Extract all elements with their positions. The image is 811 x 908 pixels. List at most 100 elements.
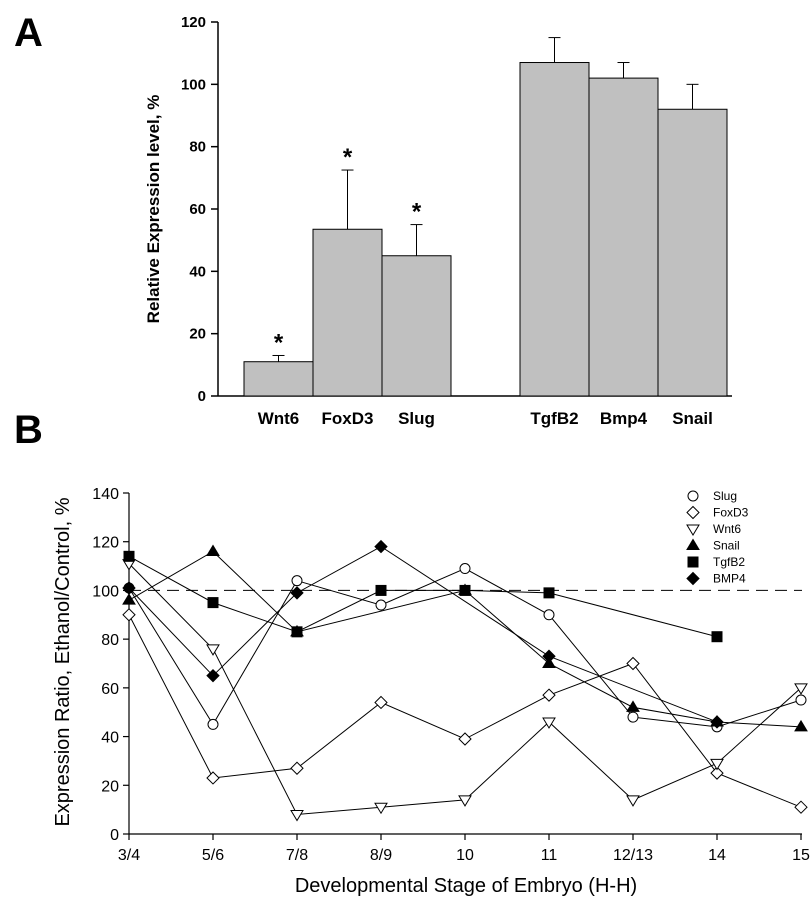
legend: Slug FoxD3 Wnt6 Snail TgfB2 BMP4 (686, 489, 749, 586)
y-tick-label: 140 (92, 486, 119, 503)
point-foxd3-11 (542, 688, 556, 702)
legend-label-tgfb2: TgfB2 (713, 555, 745, 569)
x-tick-label: 8/9 (370, 847, 392, 864)
y-tick-label: 100 (181, 76, 206, 93)
y-tick-label: 20 (101, 778, 119, 795)
point-bmp4-8-9 (374, 539, 388, 554)
legend-label-foxd3: FoxD3 (713, 506, 749, 520)
legend-marker-wnt6 (686, 524, 700, 536)
point-tgfb2-3-4 (123, 550, 135, 562)
category-label-tgfb2: TgfB2 (530, 409, 578, 428)
point-bmp4-5-6 (206, 668, 220, 683)
panel-a-letter: A (14, 11, 43, 55)
legend-marker-snail (686, 538, 700, 550)
point-foxd3-8-9 (374, 695, 388, 710)
bar-snail (657, 108, 728, 397)
category-label-bmp4: Bmp4 (600, 409, 648, 428)
panel-b-letter: B (14, 408, 43, 452)
y-tick-label: 80 (189, 139, 206, 156)
y-tick-label: 40 (101, 730, 119, 747)
panel-a: A 0 20 40 60 80 100 120 * * * Wnt6 FoxD3 Slug TgfB2… (14, 11, 732, 428)
point-slug-8-9 (375, 599, 387, 611)
point-wnt6-10 (458, 795, 472, 807)
category-label-snail: Snail (672, 409, 713, 428)
bar-foxd3 (312, 228, 383, 397)
point-snail-3-4 (122, 593, 136, 605)
point-tgfb2-7-8 (291, 626, 303, 638)
legend-label-slug: Slug (713, 489, 737, 503)
point-slug-11 (543, 609, 555, 621)
x-tick-label: 15 (792, 847, 810, 864)
y-tick-label: 100 (92, 583, 119, 600)
point-foxd3-5-6 (206, 771, 220, 785)
point-tgfb2-8-9 (375, 584, 387, 596)
point-snail-5-6 (206, 544, 220, 556)
legend-label-snail: Snail (713, 539, 740, 553)
bar-wnt6 (243, 361, 314, 397)
bar-bmp4 (588, 77, 659, 397)
panel-a-bars: * * * (243, 37, 728, 397)
x-tick-label: 5/6 (202, 847, 224, 864)
point-tgfb2-10 (459, 584, 471, 596)
point-wnt6-15 (794, 683, 808, 695)
y-tick-label: 40 (189, 263, 206, 280)
point-wnt6-12-13 (626, 795, 640, 807)
significance-star-slug: * (412, 199, 422, 226)
legend-label-bmp4: BMP4 (713, 572, 746, 586)
category-label-foxd3: FoxD3 (322, 409, 374, 428)
x-tick-label: 7/8 (286, 847, 308, 864)
series-line-tgfb2 (128, 555, 718, 638)
point-snail-15 (794, 719, 808, 732)
panel-b-y-ticks: 0 20 40 60 80 100 120 140 (92, 486, 129, 844)
point-wnt6-8-9 (374, 802, 388, 815)
point-wnt6-7-8 (290, 810, 304, 822)
panel-a-categories: Wnt6 FoxD3 Slug TgfB2 Bmp4 Snail (258, 409, 713, 428)
bar-slug (381, 255, 452, 397)
point-wnt6-11 (542, 717, 556, 729)
point-foxd3-12-13 (626, 656, 640, 671)
point-foxd3-3-4 (122, 608, 136, 622)
y-tick-label: 0 (198, 388, 206, 405)
series-line-foxd3 (128, 614, 802, 808)
point-tgfb2-5-6 (207, 597, 219, 609)
point-foxd3-10 (458, 732, 472, 746)
point-snail-12-13 (626, 700, 640, 712)
series-line-bmp4 (128, 546, 718, 723)
legend-marker-slug (687, 490, 699, 502)
panel-b-x-axis-label: Developmental Stage of Embryo (H-H) (295, 875, 637, 897)
legend-label-wnt6: Wnt6 (713, 522, 741, 536)
point-slug-15 (795, 694, 807, 706)
panel-b-x-ticks: 3/4 5/6 7/8 8/9 10 11 12/13 14 15 (118, 834, 810, 864)
series-line-snail (128, 550, 802, 728)
point-foxd3-7-8 (290, 761, 304, 775)
category-label-slug: Slug (398, 409, 435, 428)
significance-star-wnt6: * (274, 329, 284, 356)
panel-a-y-ticks: 0 20 40 60 80 100 120 (181, 14, 218, 405)
panel-b-y-axis-label: Expression Ratio, Ethanol/Control, % (52, 497, 74, 826)
category-label-wnt6: Wnt6 (258, 409, 300, 428)
legend-marker-bmp4 (686, 571, 700, 586)
point-slug-5-6 (207, 718, 219, 730)
y-tick-label: 60 (101, 681, 119, 698)
y-tick-label: 0 (110, 827, 119, 844)
legend-marker-foxd3 (686, 505, 700, 520)
significance-star-foxd3: * (343, 144, 353, 171)
point-bmp4-11 (542, 649, 556, 663)
point-bmp4-3-4 (122, 581, 136, 595)
point-bmp4-7-8 (290, 586, 304, 600)
x-tick-label: 3/4 (118, 847, 140, 864)
x-tick-label: 10 (456, 847, 474, 864)
x-tick-label: 11 (541, 847, 558, 864)
point-tgfb2-11 (543, 587, 555, 599)
panel-b-markers (122, 539, 808, 822)
y-tick-label: 120 (92, 535, 119, 552)
point-slug-7-8 (291, 575, 303, 587)
point-slug-12-13 (627, 711, 639, 723)
legend-marker-tgfb2 (687, 556, 699, 568)
point-wnt6-5-6 (206, 644, 220, 656)
bar-tgfb2 (519, 62, 590, 397)
x-tick-label: 12/13 (613, 847, 653, 864)
y-tick-label: 20 (189, 326, 206, 343)
point-wnt6-14 (710, 758, 724, 771)
